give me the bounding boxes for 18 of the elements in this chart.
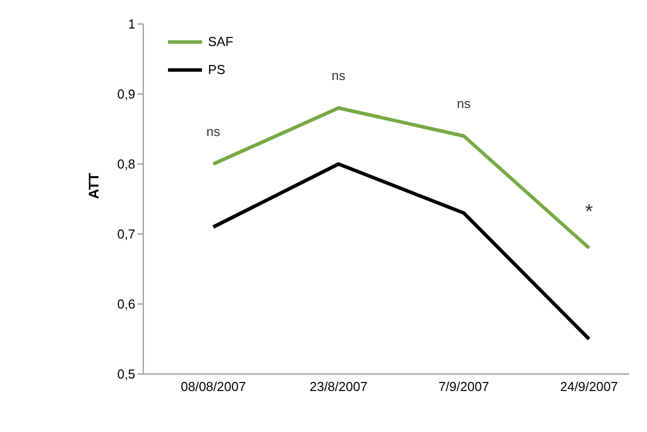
annotation: ns	[332, 68, 346, 83]
annotation: ns	[456, 96, 472, 111]
x-tick-label: 23/8/2007	[310, 379, 368, 394]
y-tick-label: 1	[128, 16, 136, 32]
y-tick-label: 0,6	[117, 296, 136, 312]
y-tick-label: 0,7	[117, 226, 136, 242]
y-axis-title: ATT	[85, 172, 102, 199]
x-tick-label: 08/08/2007	[180, 379, 246, 394]
x-tick-label: 24/9/2007	[560, 379, 618, 394]
legend-label: PS	[208, 61, 226, 79]
x-tick-label: 7/9/2007	[438, 379, 490, 394]
legend-label: SAF	[208, 33, 234, 51]
y-tick-label: 0,5	[117, 366, 136, 382]
y-tick-label: 0,8	[117, 156, 136, 172]
y-tick-label: 0,9	[117, 86, 136, 102]
line-series	[212, 162, 591, 341]
annotation: *	[585, 201, 594, 223]
annotation: ns	[206, 124, 221, 139]
